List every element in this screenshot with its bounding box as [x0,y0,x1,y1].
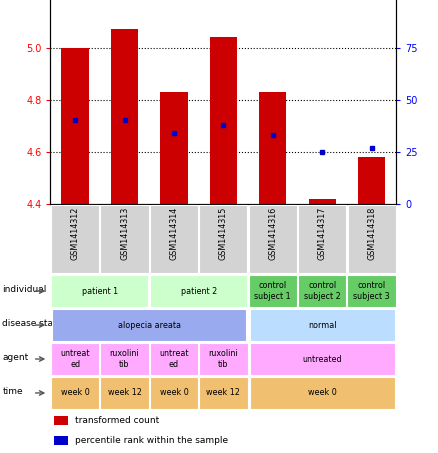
FancyBboxPatch shape [298,205,346,273]
FancyBboxPatch shape [100,205,148,273]
FancyBboxPatch shape [298,275,346,307]
Text: untreat
ed: untreat ed [159,349,189,369]
FancyBboxPatch shape [51,377,99,409]
Bar [54,437,67,445]
Text: control
subject 3: control subject 3 [353,281,390,301]
Text: GSM1414316: GSM1414316 [268,207,277,260]
Text: untreat
ed: untreat ed [60,349,90,369]
FancyBboxPatch shape [199,205,247,273]
Text: time: time [3,387,23,396]
Text: GSM1414315: GSM1414315 [219,207,228,260]
Text: control
subject 2: control subject 2 [304,281,341,301]
Bar [309,199,336,204]
FancyBboxPatch shape [150,377,198,409]
FancyBboxPatch shape [100,343,149,375]
FancyBboxPatch shape [250,309,395,341]
Text: GSM1414313: GSM1414313 [120,207,129,260]
FancyBboxPatch shape [250,343,395,375]
Text: control
subject 1: control subject 1 [254,281,291,301]
FancyBboxPatch shape [100,377,149,409]
Text: GSM1414312: GSM1414312 [71,207,80,260]
Text: alopecia areata: alopecia areata [118,321,181,329]
FancyBboxPatch shape [150,343,198,375]
Text: percentile rank within the sample: percentile rank within the sample [74,436,228,445]
Text: patient 1: patient 1 [82,287,118,295]
Text: disease state: disease state [3,319,63,328]
FancyBboxPatch shape [51,343,99,375]
FancyBboxPatch shape [51,205,99,273]
Text: week 12: week 12 [206,389,240,397]
Text: individual: individual [3,285,47,294]
Bar [54,416,67,425]
Text: week 0: week 0 [159,389,188,397]
Text: agent: agent [3,353,28,362]
Text: patient 2: patient 2 [180,287,217,295]
FancyBboxPatch shape [348,205,396,273]
Text: GSM1414314: GSM1414314 [170,207,178,260]
Bar [210,37,237,204]
Text: week 12: week 12 [108,389,141,397]
Text: week 0: week 0 [308,389,337,397]
Text: normal: normal [308,321,336,329]
FancyBboxPatch shape [250,377,395,409]
Text: untreated: untreated [302,355,342,363]
Bar [160,92,187,204]
FancyBboxPatch shape [150,275,247,307]
Bar [358,157,385,204]
Text: transformed count: transformed count [74,416,159,425]
Text: GSM1414318: GSM1414318 [367,207,376,260]
Bar [111,29,138,204]
FancyBboxPatch shape [249,205,297,273]
Text: ruxolini
tib: ruxolini tib [110,349,139,369]
Text: GSM1414317: GSM1414317 [318,207,327,260]
Bar [259,92,286,204]
FancyBboxPatch shape [199,343,247,375]
Text: week 0: week 0 [61,389,89,397]
FancyBboxPatch shape [199,377,247,409]
Text: ruxolini
tib: ruxolini tib [208,349,238,369]
FancyBboxPatch shape [51,275,148,307]
FancyBboxPatch shape [53,309,246,341]
Bar [61,48,88,204]
FancyBboxPatch shape [347,275,396,307]
FancyBboxPatch shape [249,275,297,307]
FancyBboxPatch shape [150,205,198,273]
